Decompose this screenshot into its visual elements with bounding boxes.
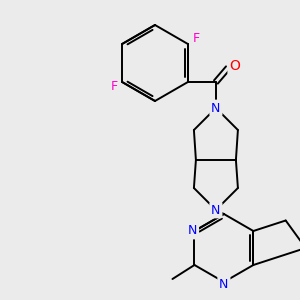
Text: N: N xyxy=(188,224,197,238)
Text: F: F xyxy=(110,80,118,94)
Text: N: N xyxy=(211,203,220,217)
Text: N: N xyxy=(211,101,220,115)
Text: O: O xyxy=(230,59,240,73)
Text: F: F xyxy=(192,32,200,46)
Text: N: N xyxy=(219,278,229,290)
